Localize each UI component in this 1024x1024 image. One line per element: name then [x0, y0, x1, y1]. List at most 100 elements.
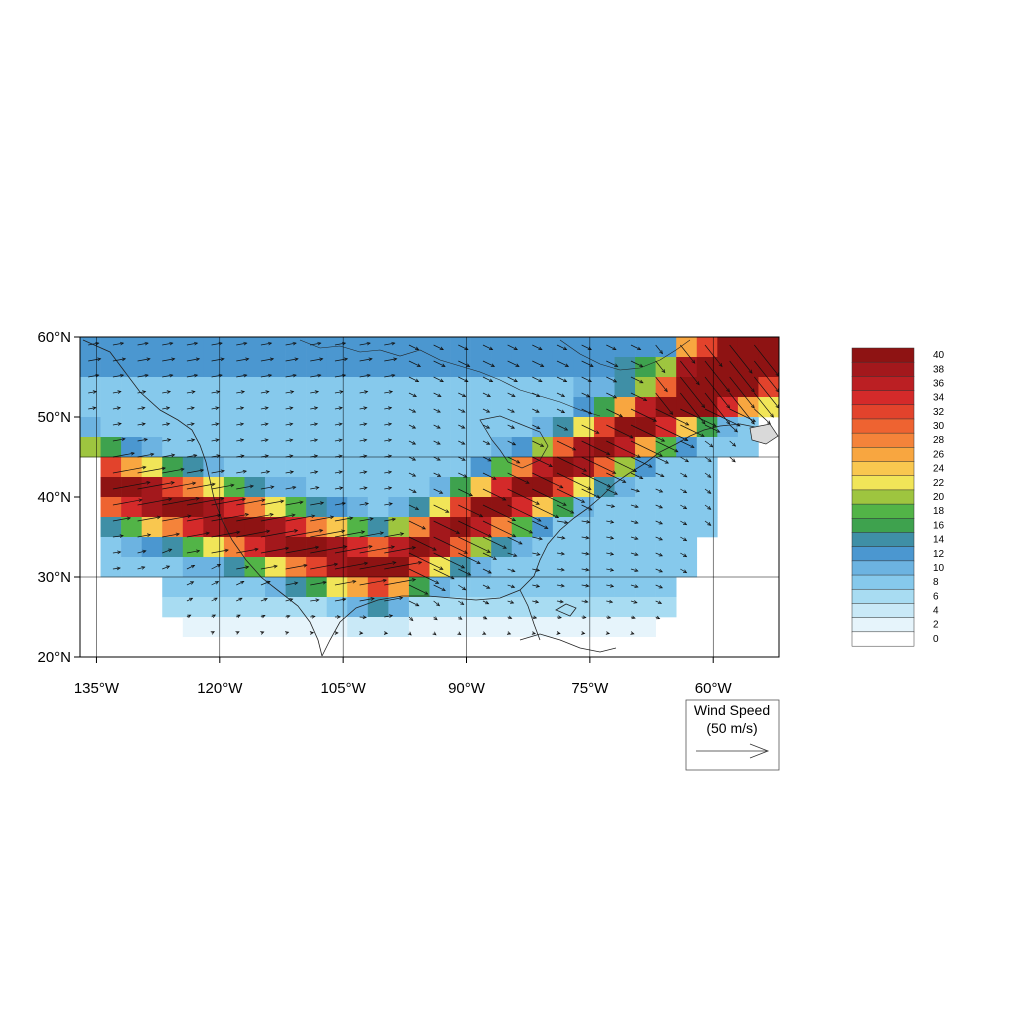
wind-speed-cell [100, 557, 122, 578]
wind-vector [408, 440, 417, 445]
wind-speed-cell [285, 417, 307, 438]
wind-vector [310, 438, 319, 443]
wind-speed-cell [326, 497, 348, 518]
wind-speed-cell [635, 637, 656, 657]
wind-speed-cell [265, 477, 286, 498]
wind-speed-cell [285, 597, 307, 618]
wind-speed-cell [491, 397, 513, 418]
wind-vector [137, 566, 146, 570]
wind-vector [384, 406, 393, 411]
wind-speed-cell [614, 377, 636, 398]
wind-vector [408, 584, 429, 595]
wind-speed-cell [450, 377, 471, 398]
wind-speed-cell [203, 397, 225, 418]
wind-speed-cell [162, 357, 184, 378]
wind-vector [162, 422, 171, 427]
wind-speed-cell [121, 457, 142, 478]
wind-vector [285, 545, 320, 554]
wind-vector [680, 376, 706, 409]
wind-speed-cell [552, 597, 574, 618]
wind-vector [655, 536, 664, 541]
wind-speed-cell [162, 457, 184, 478]
wind-speed-cell [121, 497, 142, 518]
wind-speed-cell [614, 497, 636, 518]
wind-vector [285, 357, 299, 362]
wind-speed-cell [182, 537, 204, 558]
wind-speed-cell [758, 357, 779, 378]
wind-speed-cell [676, 477, 698, 498]
wind-vector [162, 481, 197, 490]
wind-speed-cell [223, 417, 245, 438]
wind-vector [704, 504, 712, 510]
wind-speed-cell [491, 417, 513, 438]
wind-vector [359, 341, 371, 346]
wind-vector [704, 472, 712, 478]
wind-vector [384, 560, 423, 570]
wind-speed-cell [737, 437, 759, 458]
wind-speed-cell [285, 457, 307, 478]
wind-speed-cell [552, 637, 574, 657]
wind-speed-cell [614, 517, 636, 538]
wind-vector [162, 565, 171, 570]
wind-vector [236, 373, 248, 378]
wind-vector [581, 440, 611, 455]
wind-vector [556, 504, 575, 514]
wind-vector [655, 615, 661, 620]
wind-vector [186, 438, 196, 442]
wind-speed-cell [676, 557, 698, 578]
wind-speed-cell [758, 397, 779, 418]
wind-speed-cell [552, 397, 574, 418]
wind-vector [655, 456, 670, 464]
wind-speed-cell [573, 537, 595, 558]
wind-vector [680, 440, 695, 448]
wind-vector [433, 616, 438, 621]
colorbar-swatch [851, 432, 915, 448]
wind-speed-cell [491, 517, 513, 538]
wind-vector [359, 615, 367, 620]
wind-speed-cell [614, 437, 636, 458]
wind-speed-cell [696, 497, 718, 518]
wind-vector [334, 516, 354, 522]
wind-speed-cell [203, 477, 225, 498]
wind-vector [630, 392, 648, 401]
wind-speed-cell [203, 557, 225, 578]
wind-vector [186, 549, 201, 554]
wind-speed-cell [758, 337, 779, 358]
wind-speed-cell [121, 477, 142, 498]
wind-speed-cell [614, 537, 636, 558]
wind-speed-cell [388, 617, 410, 638]
wind-speed-cell [491, 557, 513, 578]
wind-vector [532, 376, 543, 382]
wind-speed-cell [635, 357, 656, 378]
wind-speed-cell [450, 497, 471, 518]
wind-speed-cell [367, 637, 389, 657]
wind-speed-cell [285, 397, 307, 418]
wind-vector [285, 390, 295, 394]
wind-vector [556, 408, 566, 413]
wind-vector [384, 486, 393, 491]
wind-speed-cell [347, 437, 369, 458]
wind-vector [433, 456, 441, 461]
wind-speed-cell [593, 617, 615, 638]
wind-speed-cell [655, 477, 677, 498]
wind-vector [482, 472, 497, 480]
wind-vector [581, 615, 587, 620]
wind-speed-cell [450, 457, 471, 478]
wind-vector [236, 469, 247, 474]
wind-vector [186, 468, 205, 474]
wind-speed-cell [121, 557, 142, 578]
wind-speed-cell [285, 617, 307, 638]
colorbar-tick-label: 0 [933, 634, 939, 645]
wind-vector [531, 631, 537, 635]
wind-speed-cell [141, 417, 163, 438]
wind-speed-cell [737, 377, 759, 398]
wind-speed-cell [470, 637, 492, 657]
wind-vector [310, 562, 339, 570]
wind-vector [630, 488, 640, 493]
wind-vector [556, 456, 588, 472]
wind-vector [236, 406, 245, 411]
wind-vector [112, 341, 125, 346]
wind-vector [384, 390, 394, 394]
colorbar-tick-label: 18 [933, 506, 945, 517]
wind-speed-cell [470, 517, 492, 538]
